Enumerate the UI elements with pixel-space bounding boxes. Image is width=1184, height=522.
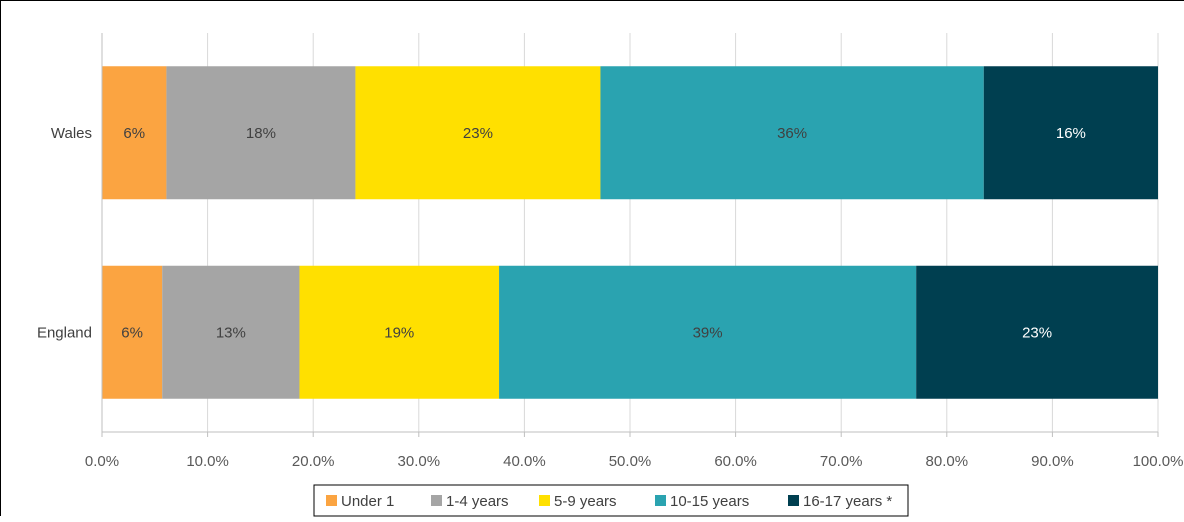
legend-swatch-10-15-years <box>655 495 666 506</box>
legend-label-16-17-years: 16-17 years * <box>803 493 892 510</box>
category-label: Wales <box>51 125 92 142</box>
x-tick-label: 80.0% <box>926 453 969 470</box>
x-tick-label: 50.0% <box>609 453 652 470</box>
data-label: 6% <box>123 125 145 142</box>
data-label: 23% <box>1022 324 1052 341</box>
category-label: England <box>37 324 92 341</box>
data-label: 18% <box>246 125 276 142</box>
legend-box <box>313 484 909 517</box>
x-tick-label: 10.0% <box>186 453 229 470</box>
legend-label-10-15-years: 10-15 years <box>670 493 749 510</box>
data-label: 16% <box>1056 125 1086 142</box>
legend-swatch-1-4-years <box>431 495 442 506</box>
data-label: 36% <box>777 125 807 142</box>
x-tick-label: 90.0% <box>1031 453 1074 470</box>
x-tick-label: 70.0% <box>820 453 863 470</box>
legend-label-under-1: Under 1 <box>341 493 394 510</box>
data-label: 19% <box>384 324 414 341</box>
x-tick-label: 60.0% <box>714 453 757 470</box>
x-tick-label: 0.0% <box>85 453 119 470</box>
bar-segment-16-17-years-wales <box>983 66 1158 200</box>
legend-label-1-4-years: 1-4 years <box>446 493 509 510</box>
x-tick-label: 30.0% <box>398 453 441 470</box>
bar-segment-1-4-years-england <box>162 265 300 399</box>
bar-segment-under-1-wales <box>102 66 167 200</box>
data-label: 39% <box>693 324 723 341</box>
data-label: 6% <box>121 324 143 341</box>
bar-segment-16-17-years-england <box>916 265 1158 399</box>
legend-swatch-under-1 <box>326 495 337 506</box>
legend-label-5-9-years: 5-9 years <box>554 493 617 510</box>
x-tick-label: 20.0% <box>292 453 335 470</box>
legend-swatch-16-17-years <box>788 495 799 506</box>
bar-segment-5-9-years-england <box>299 265 500 399</box>
bar-segment-10-15-years-england <box>499 265 917 399</box>
bar-segment-under-1-england <box>102 265 163 399</box>
axes: 0.0% 10.0% 20.0% 30.0% 40.0% 50.0% 60.0% 70.0% 8… <box>37 33 1184 470</box>
data-label: 23% <box>463 125 493 142</box>
bars: 6% 18% 23% 36% 16% 6% 13% 19% 39% 23% <box>102 66 1158 399</box>
x-tick-label: 40.0% <box>503 453 546 470</box>
bar-segment-10-15-years-wales <box>600 66 984 200</box>
bar-segment-1-4-years-wales <box>166 66 356 200</box>
x-tick-label: 100.0% <box>1133 453 1184 470</box>
legend: Under 1 1-4 years 5-9 years 10-15 years 16-1… <box>313 484 909 517</box>
data-label: 13% <box>216 324 246 341</box>
bar-segment-5-9-years-wales <box>355 66 601 200</box>
legend-swatch-5-9-years <box>539 495 550 506</box>
